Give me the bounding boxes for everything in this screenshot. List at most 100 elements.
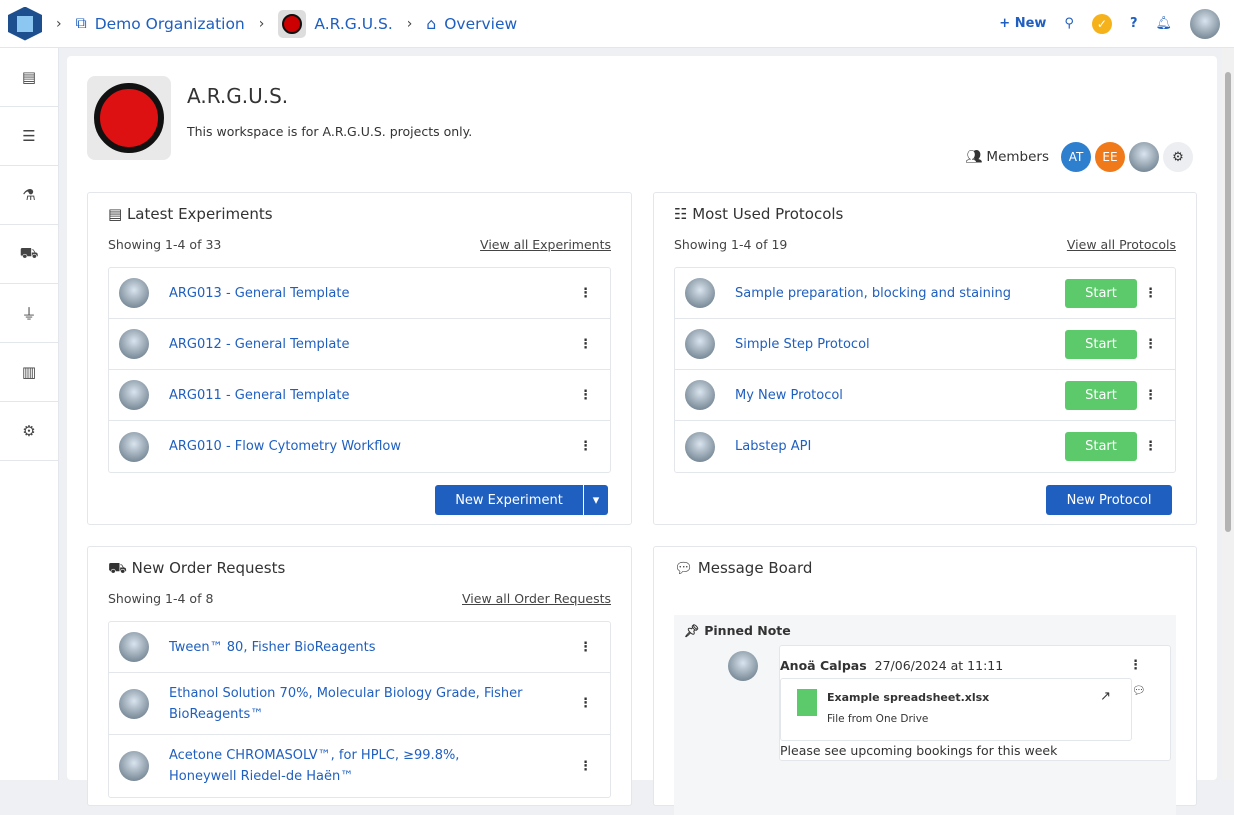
member-settings-gear-icon[interactable]: ⚙ [1163,142,1193,172]
start-button[interactable]: Start [1065,278,1137,308]
chevron-right-icon: › [56,15,62,32]
external-link-icon[interactable]: ↗ [1100,689,1111,704]
list-item[interactable]: ARG013 - General Template ⋮ [109,268,610,319]
panel-title: 💬︎ Message Board [674,559,813,577]
tasks-icon[interactable]: ✓ [1091,13,1112,34]
more-options-icon[interactable]: ⋮ [579,696,592,711]
list-item[interactable]: ARG010 - Flow Cytometry Workflow ⋮ [109,421,610,472]
sidebar-settings-gear-icon[interactable]: ⚙ [0,402,58,461]
order-link[interactable]: Tween™ 80, Fisher BioReagents [169,639,376,655]
list-item[interactable]: My New Protocol Start ⋮ [675,370,1175,421]
experiment-link[interactable]: ARG011 - General Template [169,387,350,403]
list-item[interactable]: Tween™ 80, Fisher BioReagents ⋮ [109,622,610,673]
main-content: A.R.G.U.S. This workspace is for A.R.G.U… [67,56,1217,815]
app-logo[interactable] [8,6,42,41]
more-options-icon[interactable]: ⋮ [1129,658,1142,673]
more-options-icon[interactable]: ⋮ [579,639,592,655]
user-avatar[interactable] [1190,8,1220,39]
breadcrumb-overview[interactable]: ⌂ Overview [426,15,517,33]
more-options-icon[interactable]: ⋮ [579,285,592,301]
new-button[interactable]: + New [999,16,1047,31]
comments-icon[interactable]: 💬︎ [1132,684,1146,697]
bell-icon[interactable]: 🔔︎ [1155,16,1172,31]
view-all-orders-link[interactable]: View all Order Requests [462,591,611,606]
more-options-icon[interactable]: ⋮ [1144,285,1157,301]
new-experiment-button[interactable]: New Experiment [435,485,583,515]
view-all-protocols-link[interactable]: View all Protocols [1066,237,1176,252]
sidebar: ▤ ☰ ⚗ ⛟ ⏚ ▥ ⚙ [0,48,59,780]
members-button[interactable]: 👥︎ Members [964,149,1049,165]
member-avatar[interactable] [1129,142,1159,172]
list-item[interactable]: Ethanol Solution 70%, Molecular Biology … [109,673,610,735]
pinned-note: 📌︎ Pinned Note Anoä Calpas 27/06/2024 at… [674,615,1176,815]
view-all-experiments-link[interactable]: View all Experiments [480,237,611,252]
workspace-title: A.R.G.U.S. [187,84,289,108]
panel-title: ☷ Most Used Protocols [674,205,844,223]
list-item[interactable]: Simple Step Protocol Start ⋮ [675,319,1175,370]
author-name: Anoä Calpas [780,658,867,673]
workspace-label: A.R.G.U.S. [314,14,393,33]
author-avatar [728,651,758,681]
help-icon[interactable]: ? [1129,16,1138,31]
pinned-label: 📌︎ Pinned Note [684,623,791,638]
showing-count: Showing 1-4 of 8 [108,591,214,606]
more-options-icon[interactable]: ⋮ [1144,336,1157,352]
breadcrumb-org[interactable]: ⧉ Demo Organization [76,14,245,33]
file-attachment[interactable]: Example spreadsheet.xlsx File from One D… [780,678,1132,741]
panel-title: ⛟ New Order Requests [108,559,286,577]
list-item[interactable]: Sample preparation, blocking and stainin… [675,268,1175,319]
protocol-link[interactable]: Sample preparation, blocking and stainin… [735,285,1011,301]
order-link[interactable]: Acetone CHROMASOLV™, for HPLC, ≥99.8%, H… [169,748,460,784]
list-item[interactable]: ARG012 - General Template ⋮ [109,319,610,370]
breadcrumb-workspace[interactable]: A.R.G.U.S. [278,9,393,38]
sitemap-icon: ⧉ [75,14,87,32]
most-used-protocols-panel: ☷ Most Used Protocols Showing 1-4 of 19 … [653,192,1197,525]
more-options-icon[interactable]: ⋮ [579,387,592,403]
workspace-logo-icon [278,9,307,38]
protocol-link[interactable]: Labstep API [735,439,812,454]
experiment-link[interactable]: ARG010 - Flow Cytometry Workflow [169,439,402,454]
chevron-right-icon: › [258,15,265,32]
latest-experiments-panel: ▤ Latest Experiments Showing 1-4 of 33 V… [87,192,632,525]
start-button[interactable]: Start [1065,432,1137,461]
more-options-icon[interactable]: ⋮ [579,336,592,352]
start-button[interactable]: Start [1065,329,1137,359]
file-source: File from One Drive [827,713,929,725]
spreadsheet-file-icon [797,689,817,716]
file-name[interactable]: Example spreadsheet.xlsx [827,691,990,704]
member-avatar[interactable]: EE [1095,142,1125,172]
message-card: Anoä Calpas 27/06/2024 at 11:11 Example … [779,645,1171,761]
showing-count: Showing 1-4 of 33 [108,237,222,252]
message-date: 27/06/2024 at 11:11 [874,658,1004,673]
sidebar-devices-plug-icon[interactable]: ⏚ [0,284,58,343]
chevron-right-icon: › [406,15,413,32]
member-avatar[interactable]: AT [1061,142,1091,172]
scrollbar[interactable] [1222,48,1234,780]
sidebar-protocols-list-icon[interactable]: ☰ [0,107,58,166]
top-bar: › ⧉ Demo Organization › A.R.G.U.S. › ⌂ Ove… [0,0,1234,48]
new-experiment-dropdown-caret-icon[interactable]: ▾ [584,485,608,515]
more-options-icon[interactable]: ⋮ [579,439,592,454]
list-item[interactable]: Labstep API Start ⋮ [675,421,1175,472]
list-item[interactable]: ARG011 - General Template ⋮ [109,370,610,421]
more-options-icon[interactable]: ⋮ [579,758,592,774]
protocol-link[interactable]: My New Protocol [735,387,843,403]
list-item[interactable]: Acetone CHROMASOLV™, for HPLC, ≥99.8%, H… [109,735,610,797]
protocol-link[interactable]: Simple Step Protocol [735,336,870,352]
message-board-panel: 💬︎ Message Board 📌︎ Pinned Note Anoä Cal… [653,546,1197,815]
page-label: Overview [444,14,518,33]
showing-count: Showing 1-4 of 19 [674,237,788,252]
panel-title: ▤ Latest Experiments [108,205,273,223]
start-button[interactable]: Start [1065,380,1137,410]
sidebar-files-document-icon[interactable]: ▥ [0,343,58,402]
more-options-icon[interactable]: ⋮ [1144,439,1157,454]
experiment-link[interactable]: ARG012 - General Template [169,336,350,352]
experiment-link[interactable]: ARG013 - General Template [169,285,350,301]
more-options-icon[interactable]: ⋮ [1144,387,1157,403]
sidebar-experiments-book-icon[interactable]: ▤ [0,48,58,107]
sidebar-resources-flask-icon[interactable]: ⚗ [0,166,58,225]
sidebar-orders-cart-icon[interactable]: ⛟ [0,225,58,284]
order-link[interactable]: Ethanol Solution 70%, Molecular Biology … [169,685,523,722]
search-icon[interactable]: ⚲ [1064,16,1074,31]
new-protocol-button[interactable]: New Protocol [1046,485,1172,515]
